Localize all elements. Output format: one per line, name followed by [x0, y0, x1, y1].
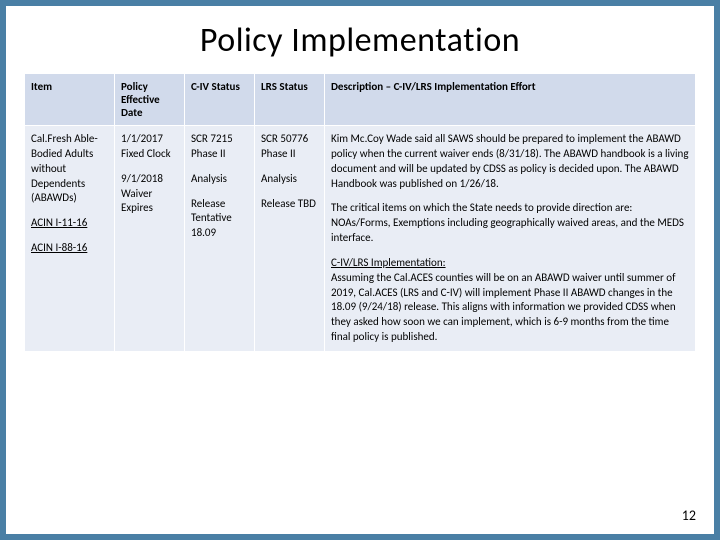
- cell-lrs-status: SCR 50776 Phase II Analysis Release TBD: [255, 126, 325, 352]
- description-p2: The critical items on which the State ne…: [331, 201, 689, 246]
- header-description: Description – C-IV/LRS Implementation Ef…: [325, 74, 696, 126]
- table-row: Cal.Fresh Able-Bodied Adults without Dep…: [25, 126, 696, 352]
- page-number: 12: [682, 507, 696, 524]
- header-civ-status: C-IV Status: [185, 74, 255, 126]
- acin-link-1[interactable]: ACIN I-11-16: [31, 216, 108, 231]
- lrs-status-line1: SCR 50776 Phase II: [261, 132, 318, 162]
- description-p3: C-IV/LRS Implementation: Assuming the Ca…: [331, 256, 689, 345]
- description-p3-label: C-IV/LRS Implementation:: [331, 256, 446, 269]
- header-policy-date: Policy Effective Date: [115, 74, 185, 126]
- slide-content: Policy Implementation Item Policy Effect…: [6, 6, 714, 352]
- policy-date-line2: 9/1/2018 Waiver Expires: [121, 172, 178, 217]
- header-item: Item: [25, 74, 115, 126]
- cell-item: Cal.Fresh Able-Bodied Adults without Dep…: [25, 126, 115, 352]
- civ-status-line2: Analysis: [191, 172, 248, 187]
- description-p3-body: Assuming the Cal.ACES counties will be o…: [331, 271, 676, 343]
- civ-status-line1: SCR 7215 Phase II: [191, 132, 248, 162]
- description-p1: Kim Mc.Coy Wade said all SAWS should be …: [331, 132, 689, 191]
- item-main-text: Cal.Fresh Able-Bodied Adults without Dep…: [31, 132, 108, 206]
- lrs-status-line2: Analysis: [261, 172, 318, 187]
- header-lrs-status: LRS Status: [255, 74, 325, 126]
- page-title: Policy Implementation: [24, 20, 696, 61]
- policy-date-line1: 1/1/2017 Fixed Clock: [121, 132, 178, 162]
- civ-status-line3: Release Tentative 18.09: [191, 197, 248, 242]
- cell-description: Kim Mc.Coy Wade said all SAWS should be …: [325, 126, 696, 352]
- cell-civ-status: SCR 7215 Phase II Analysis Release Tenta…: [185, 126, 255, 352]
- acin-link-2[interactable]: ACIN I-88-16: [31, 241, 108, 256]
- table-header-row: Item Policy Effective Date C-IV Status L…: [25, 74, 696, 126]
- policy-table: Item Policy Effective Date C-IV Status L…: [24, 73, 696, 352]
- lrs-status-line3: Release TBD: [261, 197, 318, 212]
- cell-policy-date: 1/1/2017 Fixed Clock 9/1/2018 Waiver Exp…: [115, 126, 185, 352]
